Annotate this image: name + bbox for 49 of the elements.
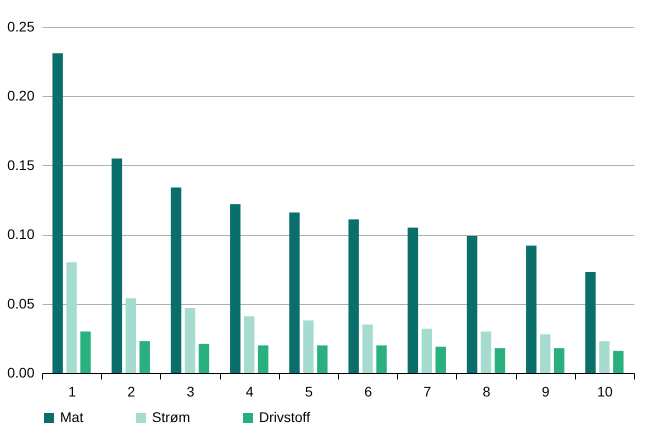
x-tick-label: 2 bbox=[127, 384, 136, 400]
y-tick-label: 0.10 bbox=[7, 226, 35, 242]
y-tick-label: 0.05 bbox=[7, 295, 35, 312]
x-tick-label: 10 bbox=[597, 384, 613, 400]
legend-label: Mat bbox=[60, 409, 84, 425]
bar bbox=[613, 350, 624, 373]
bar bbox=[140, 341, 150, 373]
bar bbox=[184, 308, 196, 373]
bar bbox=[80, 331, 91, 373]
legend-label: Strøm bbox=[152, 409, 190, 425]
x-tick-label: 4 bbox=[246, 384, 254, 400]
bar bbox=[494, 348, 506, 373]
bar bbox=[526, 246, 536, 373]
bar bbox=[126, 298, 136, 373]
bar bbox=[317, 345, 328, 373]
x-tick-label: 6 bbox=[364, 384, 372, 400]
bar bbox=[258, 345, 268, 373]
bar bbox=[170, 188, 182, 373]
bar bbox=[554, 348, 564, 373]
x-tick-label: 8 bbox=[482, 384, 491, 400]
bar bbox=[422, 328, 432, 373]
bar bbox=[230, 204, 240, 373]
bar bbox=[348, 219, 359, 373]
bar bbox=[599, 341, 610, 373]
y-tick-label: 0.20 bbox=[7, 88, 35, 104]
bar bbox=[362, 324, 373, 373]
bar bbox=[112, 158, 122, 373]
x-tick-label: 3 bbox=[186, 384, 195, 400]
x-tick-label: 1 bbox=[68, 384, 76, 400]
y-tick-label: 0.00 bbox=[7, 364, 35, 380]
bar bbox=[408, 228, 418, 373]
bar bbox=[480, 331, 492, 373]
bar bbox=[303, 320, 314, 373]
bar bbox=[376, 345, 387, 373]
x-tick-label: 7 bbox=[423, 384, 432, 400]
bar bbox=[540, 334, 550, 373]
bar bbox=[436, 346, 446, 373]
bar bbox=[585, 272, 596, 373]
bar bbox=[66, 262, 77, 373]
bar bbox=[52, 53, 63, 373]
y-tick-label: 0.15 bbox=[7, 156, 35, 173]
bar bbox=[244, 316, 254, 373]
bar bbox=[289, 212, 300, 373]
legend-label: Drivstoff bbox=[259, 409, 310, 425]
y-tick-label: 0.25 bbox=[7, 18, 35, 34]
x-tick-label: 5 bbox=[305, 384, 313, 400]
bar bbox=[466, 236, 478, 373]
bar bbox=[198, 344, 210, 373]
x-tick-label: 9 bbox=[542, 384, 550, 400]
